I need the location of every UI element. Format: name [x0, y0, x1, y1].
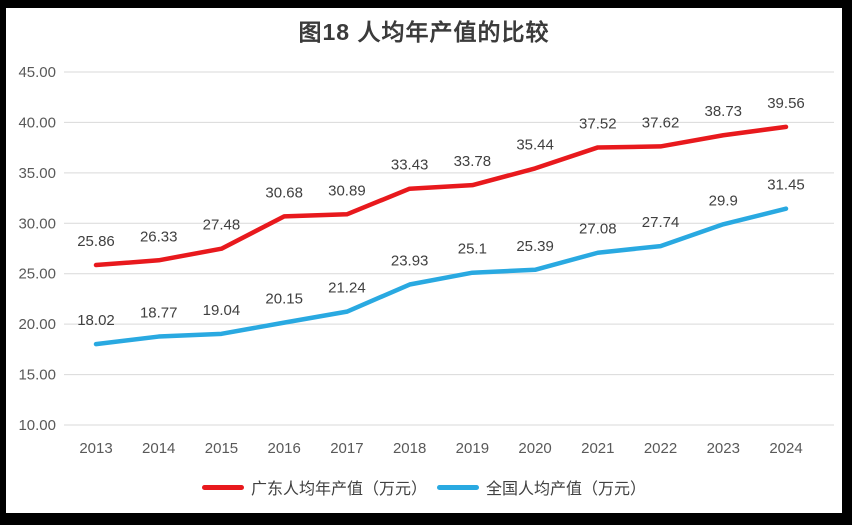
x-axis-label: 2016	[267, 440, 300, 457]
data-label: 33.43	[391, 157, 429, 174]
data-label: 31.45	[767, 177, 805, 194]
data-label: 20.15	[265, 291, 303, 308]
x-axis-label: 2021	[581, 440, 614, 457]
data-label: 18.02	[77, 312, 115, 329]
data-label: 27.74	[642, 214, 680, 231]
data-label: 37.62	[642, 114, 680, 131]
y-axis-tick-label: 45.00	[18, 64, 56, 81]
series-line-0	[93, 124, 789, 268]
data-label: 23.93	[391, 253, 429, 270]
y-axis-tick-label: 25.00	[18, 266, 56, 283]
legend: 广东人均年产值（万元） 全国人均产值（万元）	[6, 475, 842, 499]
x-axis-label: 2024	[769, 440, 802, 457]
data-label: 27.08	[579, 221, 617, 238]
x-axis-label: 2017	[330, 440, 363, 457]
data-label: 27.48	[203, 217, 241, 234]
national-series-swatch	[437, 484, 479, 490]
x-axis-label: 2023	[707, 440, 740, 457]
national-series-label: 全国人均产值（万元）	[486, 481, 647, 498]
data-label: 30.89	[328, 182, 366, 199]
x-axis-label: 2013	[79, 440, 112, 457]
data-label: 38.73	[704, 103, 742, 120]
data-label: 30.68	[265, 184, 303, 201]
x-axis-label: 2019	[456, 440, 489, 457]
guangdong-series-label: 广东人均年产值（万元）	[250, 481, 427, 498]
y-axis-tick-label: 10.00	[18, 417, 56, 434]
data-label: 37.52	[579, 115, 617, 132]
data-label: 29.9	[709, 192, 738, 209]
y-axis-tick-label: 15.00	[18, 367, 56, 384]
x-axis-label: 2015	[205, 440, 238, 457]
series-line-1	[93, 206, 789, 347]
data-label: 39.56	[767, 95, 805, 112]
y-axis-tick-label: 35.00	[18, 165, 56, 182]
x-axis-label: 2018	[393, 440, 426, 457]
data-label: 35.44	[516, 136, 554, 153]
data-label: 21.24	[328, 280, 366, 297]
legend-item-national: 全国人均产值（万元）	[437, 475, 646, 499]
y-axis-tick-label: 40.00	[18, 114, 56, 131]
data-label: 25.86	[77, 233, 115, 250]
x-axis-label: 2014	[142, 440, 175, 457]
data-label: 19.04	[203, 302, 241, 319]
chart-title: 图18 人均年产值的比较	[298, 19, 550, 45]
plot-area: 45.00 40.00 35.00 30.00 25.00 20.00 15.00 10.00…	[18, 64, 834, 457]
x-axis-label: 2020	[518, 440, 551, 457]
legend-item-guangdong: 广东人均年产值（万元）	[201, 475, 427, 499]
x-axis-label: 2022	[644, 440, 677, 457]
guangdong-series-swatch	[201, 484, 244, 490]
y-axis-tick-label: 30.00	[18, 215, 56, 232]
data-label: 25.1	[458, 241, 487, 258]
y-axis-tick-label: 20.00	[18, 316, 56, 333]
data-label: 25.39	[516, 238, 554, 255]
data-label: 33.78	[454, 153, 492, 170]
data-label: 26.33	[140, 228, 178, 245]
data-label: 18.77	[140, 305, 178, 322]
